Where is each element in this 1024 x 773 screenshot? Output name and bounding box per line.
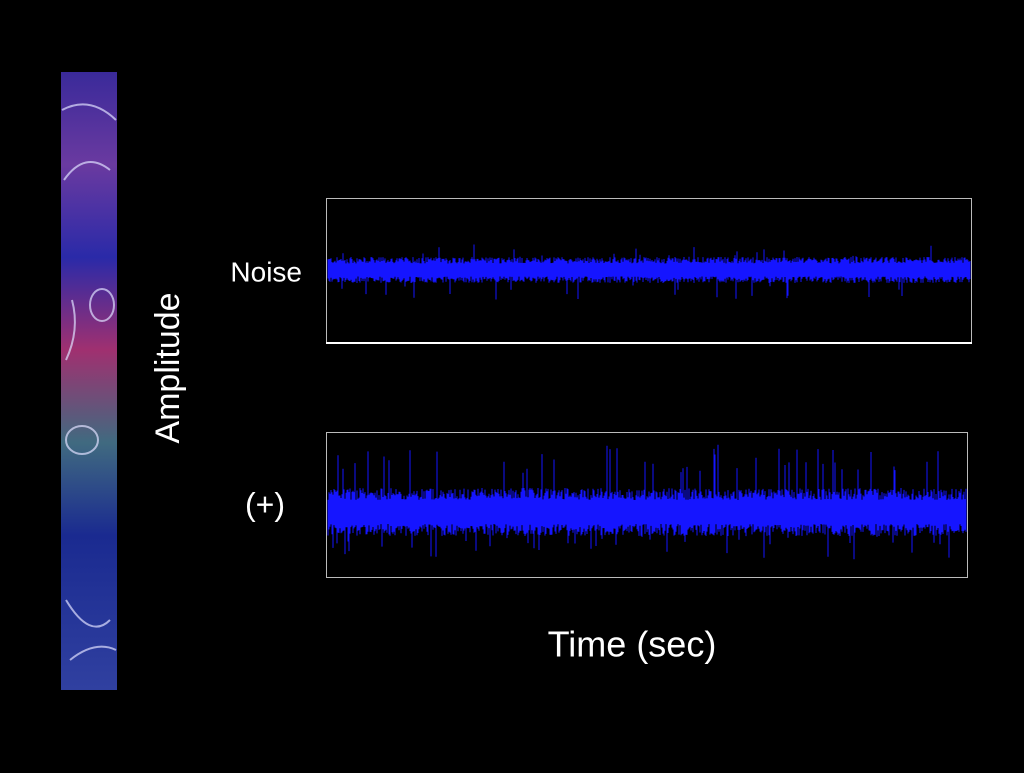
strip-highlights	[61, 103, 117, 661]
x-axis-label: Time (sec)	[548, 624, 717, 665]
bottom-trace-label: (+)	[245, 486, 285, 522]
y-axis-label: Amplitude	[149, 292, 187, 443]
noise-waveform	[327, 244, 971, 300]
bottom-panel	[326, 432, 968, 578]
top-trace-label: Noise	[230, 256, 302, 287]
decorative-strip	[61, 72, 117, 690]
signal-waveform	[327, 444, 967, 560]
